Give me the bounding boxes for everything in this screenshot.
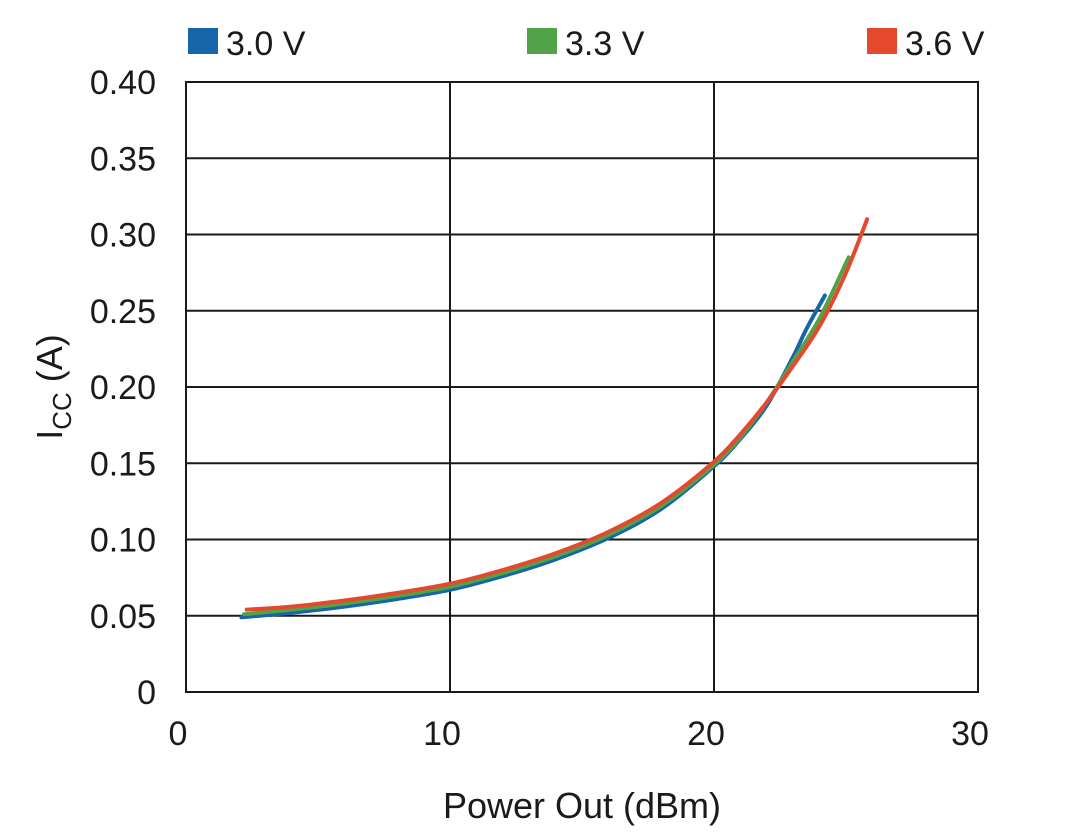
x-tick-label: 10 bbox=[423, 715, 461, 753]
y-tick-label: 0 bbox=[137, 674, 156, 712]
legend-label-3-0-v: 3.0 V bbox=[226, 25, 306, 63]
series-lines bbox=[239, 217, 870, 620]
y-tick-label: 0.25 bbox=[90, 293, 156, 331]
y-tick-label: 0.10 bbox=[90, 522, 156, 560]
y-tick-label: 0.15 bbox=[90, 445, 156, 483]
y-axis-title-unit: (A) bbox=[29, 334, 70, 392]
y-tick-label: 0.30 bbox=[90, 217, 156, 255]
legend-label-3-3-v: 3.3 V bbox=[565, 25, 645, 63]
plot-frame bbox=[185, 81, 979, 693]
y-tick-label: 0.40 bbox=[90, 64, 156, 102]
legend-swatch-3-0-v bbox=[188, 28, 218, 54]
series-line-3-0-v bbox=[239, 293, 827, 620]
y-tick-label: 0.35 bbox=[90, 140, 156, 178]
legend-label-3-6-v: 3.6 V bbox=[905, 25, 985, 63]
legend-swatch-3-6-v bbox=[867, 28, 897, 54]
series-line-3-3-v bbox=[242, 255, 851, 617]
x-axis-ticks: 0 10 20 30 bbox=[169, 715, 989, 753]
y-tick-label: 0.20 bbox=[90, 369, 156, 407]
y-axis-title-subscript: CC bbox=[47, 392, 77, 430]
legend: 3.0 V 3.3 V 3.6 V bbox=[188, 25, 985, 63]
series-line-3-6-v bbox=[244, 217, 870, 612]
y-tick-label: 0.05 bbox=[90, 598, 156, 636]
grid-lines bbox=[186, 82, 978, 692]
x-tick-label: 30 bbox=[951, 715, 989, 753]
x-tick-label: 20 bbox=[687, 715, 725, 753]
y-axis-ticks: 0 0.05 0.10 0.15 0.20 0.25 0.30 0.35 0.40 bbox=[90, 64, 156, 712]
legend-swatch-3-3-v bbox=[527, 28, 557, 54]
y-axis-title-main: I bbox=[29, 430, 70, 440]
x-tick-label: 0 bbox=[169, 715, 188, 753]
x-axis-title: Power Out (dBm) bbox=[443, 785, 721, 826]
y-axis-title: ICC (A) bbox=[29, 334, 77, 440]
